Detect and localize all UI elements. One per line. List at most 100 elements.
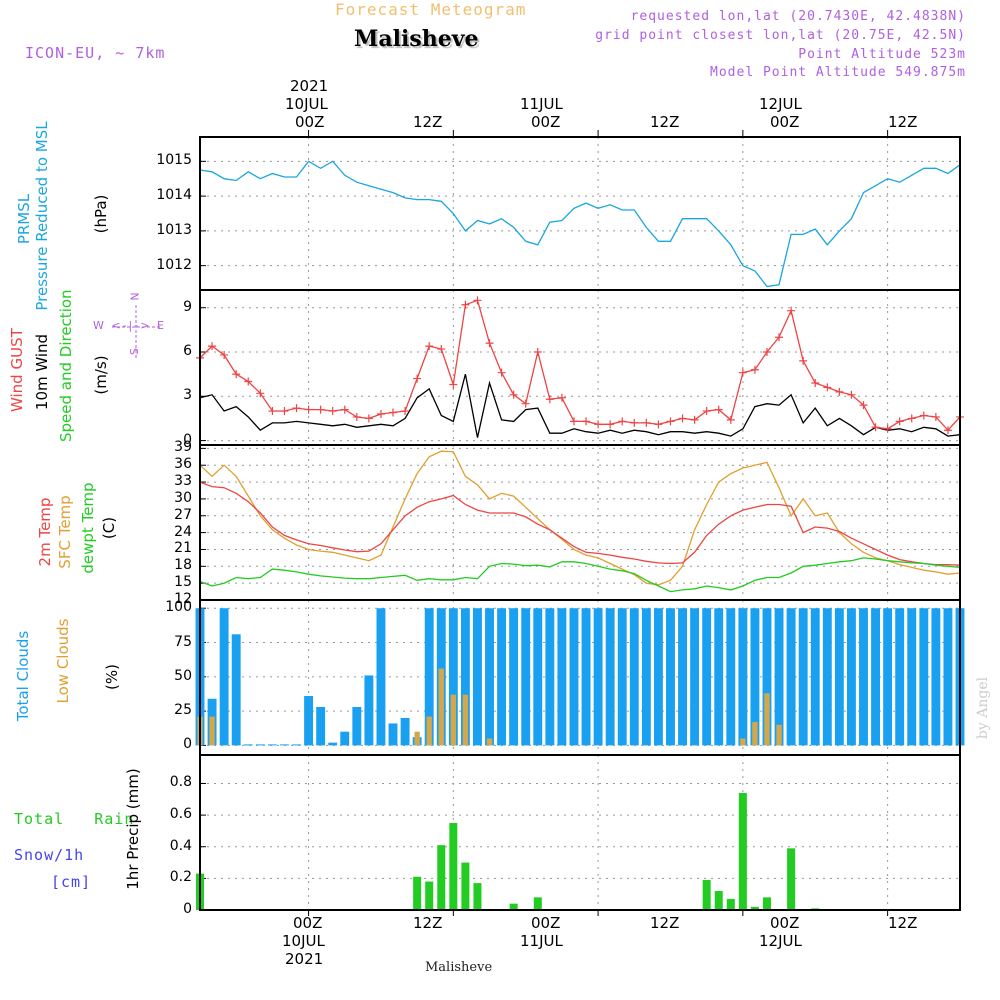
- y-tick-label: 1013: [156, 221, 192, 238]
- top-hour-label: 00Z: [770, 113, 800, 131]
- total-cloud-bar: [895, 608, 905, 746]
- wind-gust-point: [762, 348, 771, 356]
- low-cloud-bar: [776, 724, 782, 746]
- total-cloud-bar: [943, 608, 953, 746]
- total-cloud-bar: [545, 608, 555, 746]
- y-tick-label: 21: [174, 540, 192, 557]
- total-cloud-bar: [279, 744, 289, 746]
- y-tick-label: 12: [174, 591, 192, 607]
- low-cloud-bar: [462, 694, 469, 746]
- total-cloud-bar: [641, 608, 651, 746]
- y-tick-label: 0.8: [169, 774, 192, 791]
- y-tick-label: 1015: [156, 152, 192, 169]
- total-cloud-bar: [448, 608, 458, 746]
- precip-bar: [738, 792, 747, 910]
- wind-gust-point: [871, 423, 880, 432]
- y-tick-label: 1014: [156, 187, 192, 204]
- wind-gust-point: [654, 420, 663, 429]
- total-cloud-bar: [617, 608, 627, 746]
- wind-gust-point: [642, 418, 651, 427]
- wind-gust-point: [630, 418, 639, 427]
- total-cloud-bar: [629, 608, 639, 746]
- total-cloud-bar: [810, 608, 820, 746]
- wind-gust-point: [702, 407, 711, 416]
- wind-gust-point: [618, 417, 627, 426]
- total-cloud-bar: [919, 608, 929, 746]
- y-tick-label: 0: [183, 431, 192, 448]
- snow-unit-label: [cm]: [51, 873, 92, 891]
- top-day-label-12jul: 12JUL: [759, 95, 802, 113]
- top-hour-label: 00Z: [531, 113, 561, 131]
- y-tick-label: 25: [174, 702, 192, 719]
- low-cloud-bar: [450, 694, 457, 746]
- wind-gust-point: [497, 368, 506, 377]
- total-cloud-bar: [907, 608, 917, 746]
- wind-gust-point: [401, 407, 410, 416]
- wind-gust-point: [678, 414, 687, 423]
- wind-gust-point: [461, 300, 470, 309]
- wind-gust-point: [545, 395, 554, 404]
- total-cloud-bar: [364, 675, 374, 746]
- low-cloud-bar: [438, 668, 444, 746]
- wind-gust-point: [389, 408, 398, 417]
- total-cloud-bar: [569, 608, 579, 746]
- bottom-day-label-11jul: 11JUL: [520, 932, 563, 950]
- wind-gust-series-line: [199, 299, 961, 432]
- total-cloud-bar: [581, 608, 591, 746]
- compass-cross: [112, 305, 160, 360]
- wind-gust-point: [509, 390, 518, 399]
- precip-bar: [714, 891, 723, 910]
- precip-bar: [762, 897, 771, 910]
- total-cloud-bar: [774, 608, 784, 746]
- wind-gust-point: [364, 414, 373, 423]
- chart-title: Malisheve: [354, 26, 479, 52]
- y-tick-label: 33: [174, 473, 192, 490]
- top-day-label-10jul: 10JUL: [285, 95, 328, 113]
- wind-gust-point: [919, 411, 928, 420]
- total-cloud-bar: [509, 608, 519, 746]
- wind-gust-point: [569, 417, 578, 426]
- wind-gust-point: [883, 424, 892, 433]
- wind-gust-point: [485, 339, 494, 348]
- total-cloud-bar: [497, 608, 507, 746]
- sfc-temp-series-line: [199, 450, 961, 586]
- precip-bar: [461, 862, 470, 910]
- total-cloud-bar: [460, 608, 470, 746]
- wind-gust-point: [316, 405, 325, 414]
- footer-location: Malisheve: [425, 960, 493, 975]
- bottom-hour-label: 12Z: [650, 914, 680, 932]
- total-cloud-bar: [738, 608, 748, 746]
- wind-speed-series-line: [199, 373, 961, 438]
- top-hour-label: 12Z: [413, 113, 443, 131]
- low-cloud-bar: [426, 716, 432, 746]
- total-cloud-bar: [340, 731, 350, 746]
- wind-gust-point: [582, 417, 591, 426]
- y-tick-label: 6: [183, 343, 192, 359]
- wind-gust-point: [220, 350, 229, 359]
- precip-bar: [787, 848, 796, 910]
- y-tick-label: 0.4: [169, 837, 192, 854]
- total-cloud-bar: [690, 608, 700, 746]
- wind-gust-point: [738, 368, 747, 377]
- wind-gust-point: [847, 390, 856, 399]
- wind-gust-point: [835, 387, 844, 396]
- low-cloud-bar: [764, 693, 770, 746]
- wind-gust-point: [425, 342, 434, 351]
- pressure-series-line: [199, 160, 961, 288]
- y-tick-label: 1012: [156, 256, 192, 273]
- wind-gust-point: [943, 426, 952, 435]
- low-cloud-bar: [209, 716, 215, 746]
- top-hour-label: 00Z: [295, 113, 325, 131]
- y-tick-label: 50: [174, 667, 192, 684]
- wind-gust-point: [594, 420, 603, 429]
- compass-west-east: W <-|-> E: [93, 319, 166, 332]
- top-hour-label: 12Z: [650, 113, 680, 131]
- total-cloud-bar: [653, 608, 663, 746]
- wind-gust-point: [328, 407, 337, 416]
- total-cloud-bar: [931, 608, 941, 746]
- panel-frame: [199, 136, 961, 291]
- total-cloud-bar: [376, 608, 386, 746]
- wind-gust-point: [413, 374, 422, 383]
- precip-bar: [437, 845, 446, 910]
- wind-gust-point: [232, 370, 241, 379]
